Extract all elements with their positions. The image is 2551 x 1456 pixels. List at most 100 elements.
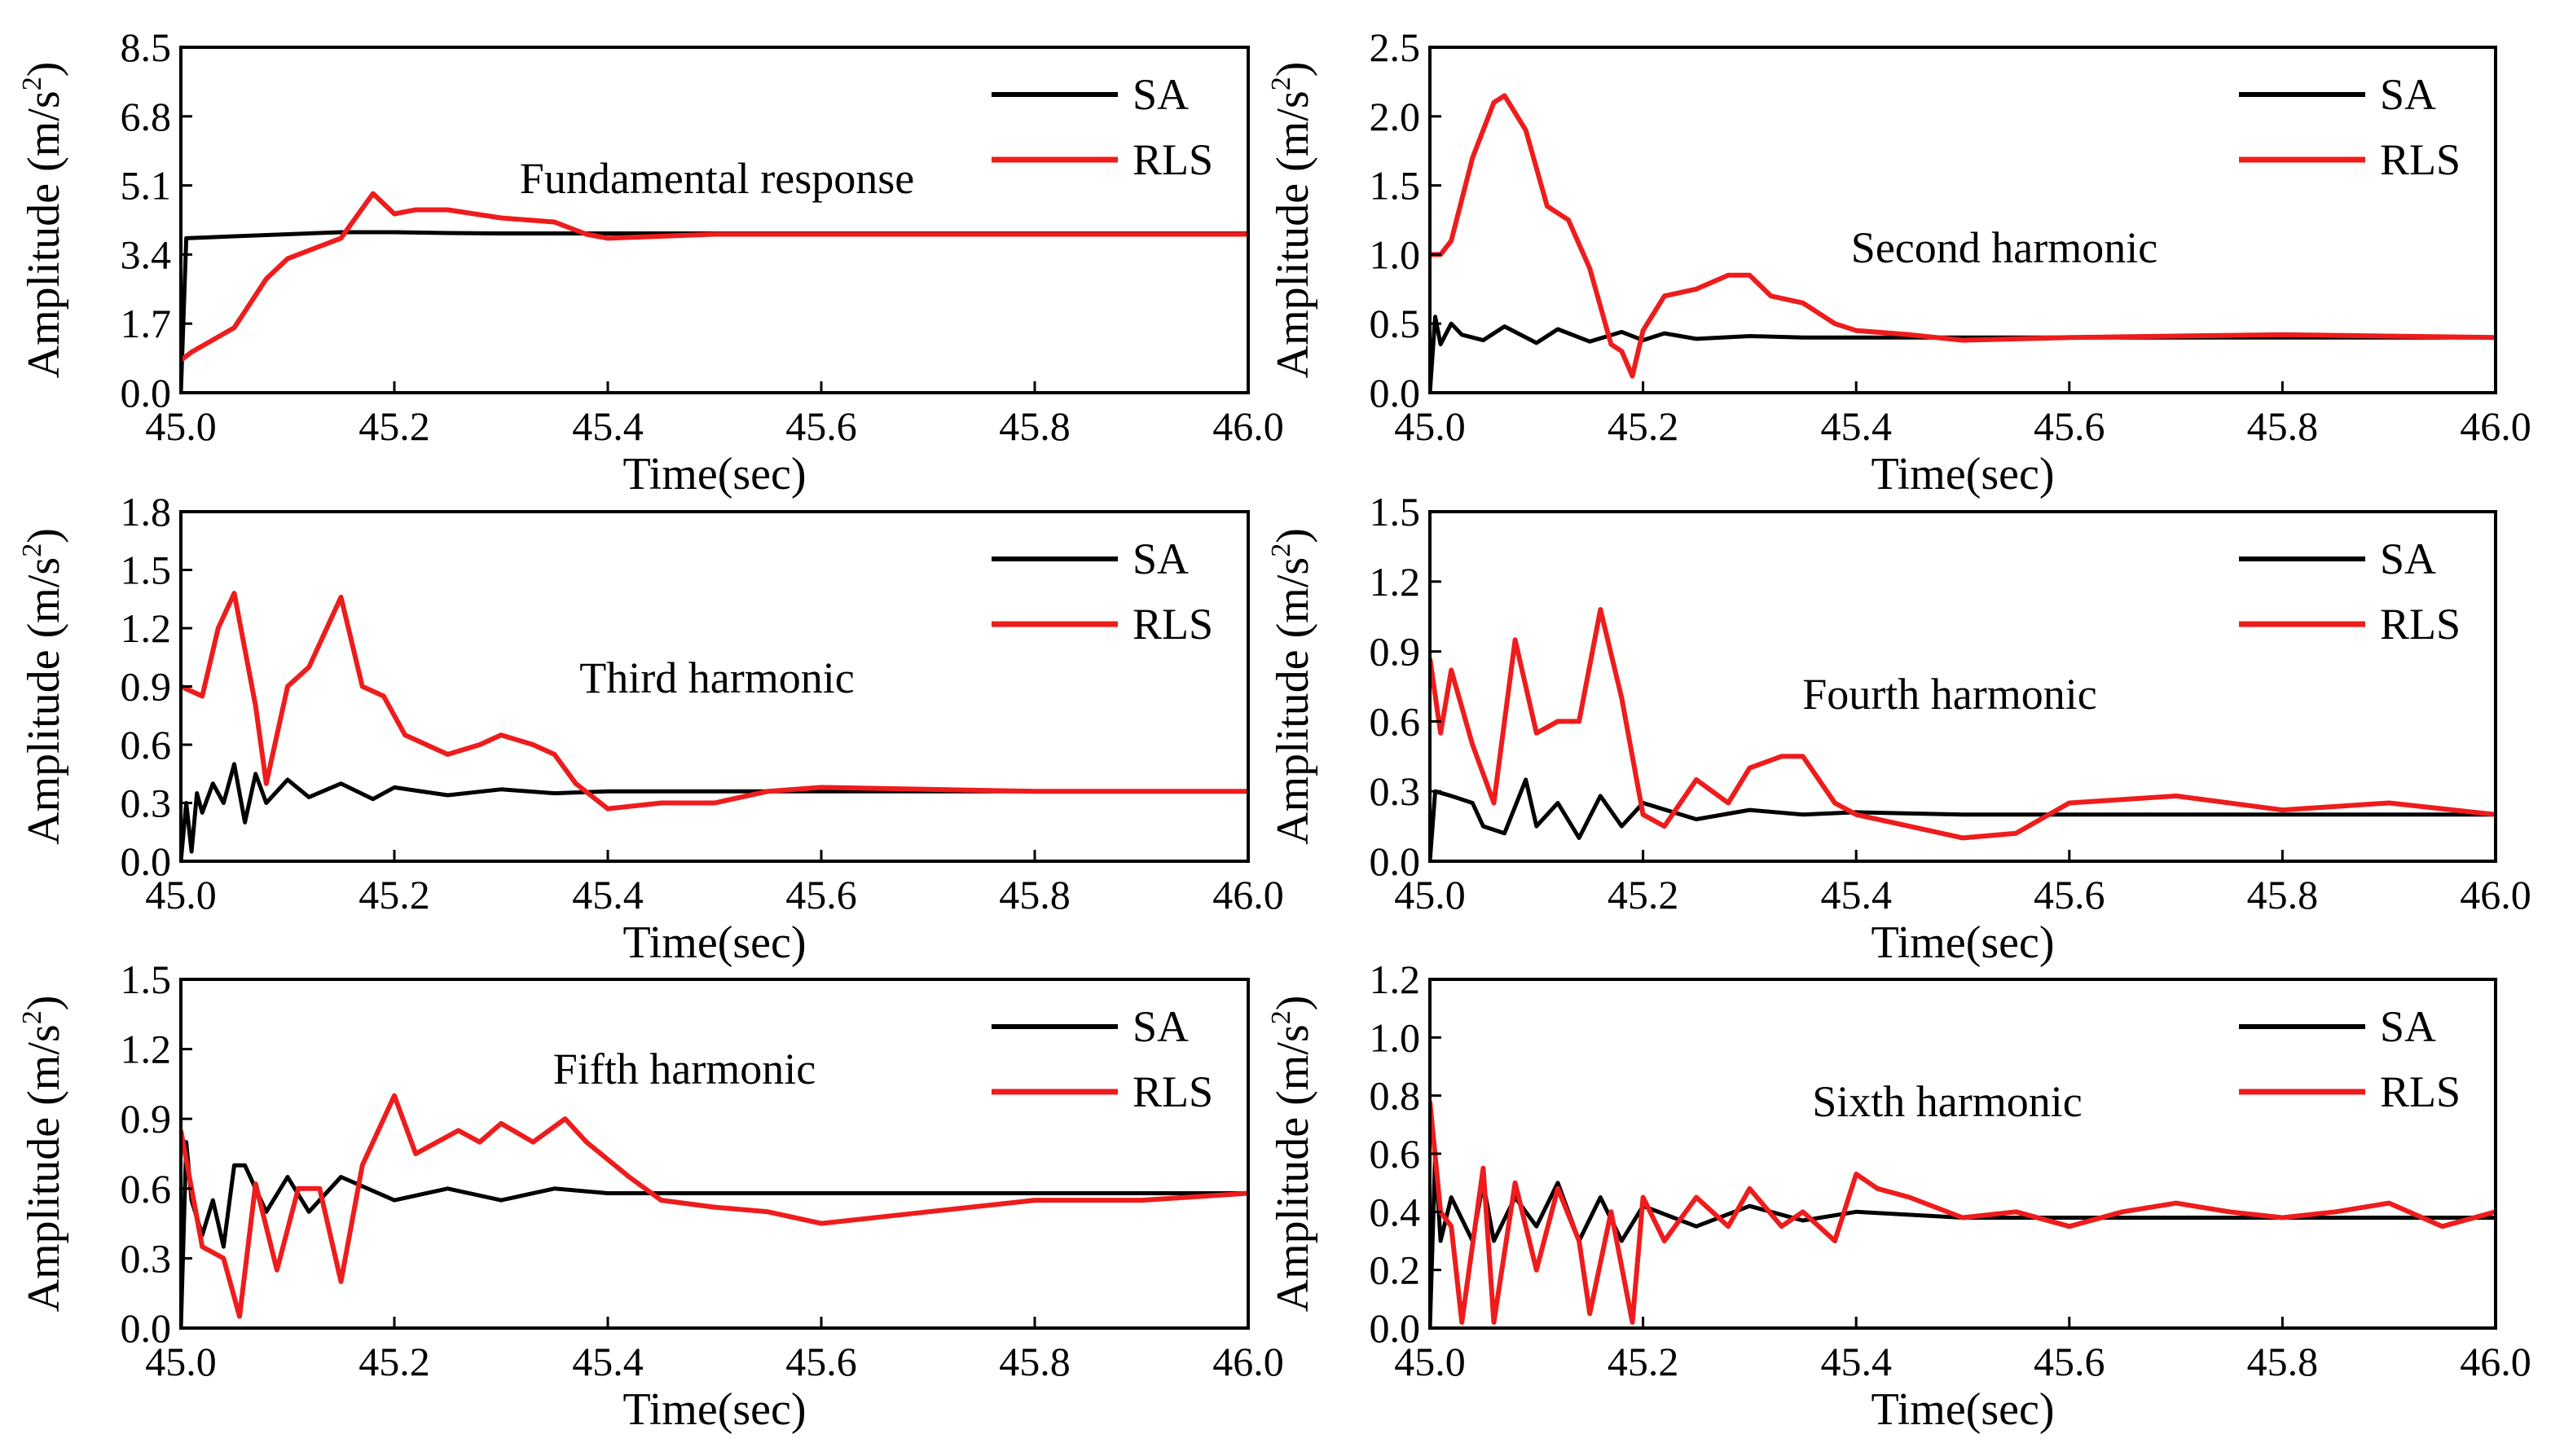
x-tick-label: 45.2 <box>1608 403 1679 449</box>
panel-1: 45.0 45.2 45.4 45.6 45.8 46.0 0.0 1.7 3.4 5.1 6.8 8… <box>17 24 1284 499</box>
x-tick-label: 45.8 <box>2247 403 2319 449</box>
y-axis-title: Amplitude (m/s2) <box>1266 996 1318 1313</box>
y-axis-title-superscript: 2 <box>17 543 47 557</box>
x-tick-label: 45.8 <box>999 872 1071 917</box>
series-line-sa <box>1430 777 2496 861</box>
y-tick-label: 0.8 <box>1370 1073 1421 1119</box>
y-tick-label: 0.0 <box>1370 1305 1421 1351</box>
panel-title: Second harmonic <box>1851 223 2157 272</box>
y-tick-label: 0.6 <box>1370 1131 1421 1177</box>
legend-label-rls: RLS <box>2380 1067 2461 1116</box>
plot-frame <box>179 46 1250 394</box>
y-tick-label: 5.1 <box>121 163 172 209</box>
x-tick-label: 45.8 <box>999 403 1071 449</box>
y-tick-label: 1.2 <box>121 605 172 651</box>
panel-2: 45.0 45.2 45.4 45.6 45.8 46.0 0.0 0.5 1.0 1.5 2.0 2… <box>1266 24 2531 499</box>
series-line-sa <box>181 762 1248 861</box>
y-axis-title: Amplitude (m/s2) <box>1266 528 1318 845</box>
y-axis-title: Amplitude (m/s2) <box>17 62 69 379</box>
x-tick-label: 45.2 <box>1608 872 1679 917</box>
y-tick-label: 0.6 <box>1370 698 1421 744</box>
y-tick-label: 0.0 <box>121 1305 172 1351</box>
x-tick-label: 45.2 <box>1608 1339 1679 1384</box>
plot-frame <box>1428 46 2497 394</box>
x-axis-title: Time(sec) <box>622 1384 806 1435</box>
legend-label-sa: SA <box>1133 70 1189 119</box>
x-tick-label: 45.4 <box>1820 403 1892 449</box>
plot-frame <box>1428 510 2497 863</box>
legend-label-sa: SA <box>2380 70 2436 119</box>
series-line-rls <box>181 591 1248 812</box>
y-tick-label: 0.9 <box>121 664 172 710</box>
y-tick-label: 1.2 <box>121 1027 172 1072</box>
series-line-rls <box>1430 1101 2496 1325</box>
x-tick-label: 45.4 <box>1820 1339 1892 1384</box>
x-tick-label: 45.8 <box>2247 1339 2319 1384</box>
y-axis-title-superscript: 2 <box>1266 1010 1296 1024</box>
y-axis-title-superscript: 2 <box>17 77 47 90</box>
legend-label-sa: SA <box>1133 534 1189 583</box>
x-tick-label: 46.0 <box>1212 403 1284 449</box>
legend-label-rls: RLS <box>2380 600 2461 649</box>
y-axis-title-superscript: 2 <box>1266 543 1296 557</box>
y-tick-label: 0.3 <box>121 781 172 826</box>
x-tick-label: 45.0 <box>1394 1339 1466 1384</box>
x-tick-label: 45.6 <box>785 1339 857 1384</box>
x-tick-label: 45.0 <box>1394 872 1466 917</box>
x-tick-label: 45.8 <box>999 1339 1071 1384</box>
x-tick-label: 45.4 <box>572 872 644 917</box>
y-axis-title-superscript: 2 <box>1266 77 1296 90</box>
x-tick-label: 45.4 <box>1820 872 1892 917</box>
x-tick-label: 45.2 <box>358 403 430 449</box>
y-tick-label: 1.0 <box>1370 231 1421 277</box>
x-tick-label: 45.4 <box>572 1339 644 1384</box>
y-tick-label: 3.4 <box>121 231 172 277</box>
y-axis-title-main: Amplitude (m/s <box>19 1024 69 1312</box>
y-tick-label: 0.0 <box>121 838 172 884</box>
series-line-sa <box>181 1140 1248 1328</box>
x-tick-label: 46.0 <box>2460 1339 2531 1384</box>
x-tick-label: 45.0 <box>145 403 217 449</box>
legend-label-sa: SA <box>1133 1002 1189 1051</box>
x-tick-label: 46.0 <box>2460 872 2531 917</box>
y-tick-label: 0.5 <box>1370 301 1421 346</box>
y-tick-label: 2.5 <box>1370 24 1421 70</box>
y-tick-label: 0.2 <box>1370 1247 1421 1293</box>
y-tick-label: 2.0 <box>1370 94 1421 139</box>
x-tick-label: 45.6 <box>785 403 857 449</box>
x-tick-label: 46.0 <box>1212 1339 1284 1384</box>
y-axis-title-close: ) <box>19 62 69 77</box>
y-axis-title: Amplitude (m/s2) <box>1266 62 1318 379</box>
panel-5: 45.0 45.2 45.4 45.6 45.8 46.0 0.0 0.3 0.6 0.9 1.2 1… <box>17 957 1284 1435</box>
legend-label-sa: SA <box>2380 1002 2436 1051</box>
panel-title: Sixth harmonic <box>1812 1077 2082 1126</box>
x-axis-title: Time(sec) <box>622 449 806 499</box>
y-tick-label: 0.6 <box>121 722 172 768</box>
plot-frame <box>179 978 1250 1330</box>
x-tick-label: 45.0 <box>145 1339 217 1384</box>
y-axis-title-main: Amplitude (m/s <box>19 557 69 845</box>
x-axis-title: Time(sec) <box>622 917 806 968</box>
legend-label-rls: RLS <box>2380 135 2461 184</box>
y-tick-label: 0.0 <box>1370 838 1421 884</box>
y-tick-label: 1.5 <box>1370 163 1421 209</box>
legend-label-rls: RLS <box>1133 600 1213 649</box>
y-tick-label: 0.9 <box>121 1096 172 1141</box>
x-tick-label: 45.6 <box>2034 1339 2105 1384</box>
y-tick-label: 0.3 <box>121 1235 172 1281</box>
x-tick-label: 45.6 <box>2034 872 2105 917</box>
y-tick-label: 1.5 <box>1370 489 1421 534</box>
y-tick-label: 1.2 <box>1370 957 1421 1002</box>
x-tick-label: 46.0 <box>1212 872 1284 917</box>
y-axis-title-close: ) <box>1268 62 1318 77</box>
x-tick-label: 45.0 <box>1394 403 1466 449</box>
x-axis-title: Time(sec) <box>1871 449 2054 499</box>
y-tick-label: 6.8 <box>121 94 172 139</box>
y-axis-title-main: Amplitude (m/s <box>19 90 69 378</box>
y-axis-title-superscript: 2 <box>17 1010 47 1024</box>
panel-6: 45.0 45.2 45.4 45.6 45.8 46.0 0.0 0.2 0.4 0.6 0.8 1… <box>1266 957 2531 1435</box>
y-tick-label: 1.7 <box>121 301 172 346</box>
y-axis-title-main: Amplitude (m/s <box>1268 1024 1318 1312</box>
x-axis-title: Time(sec) <box>1871 917 2054 968</box>
